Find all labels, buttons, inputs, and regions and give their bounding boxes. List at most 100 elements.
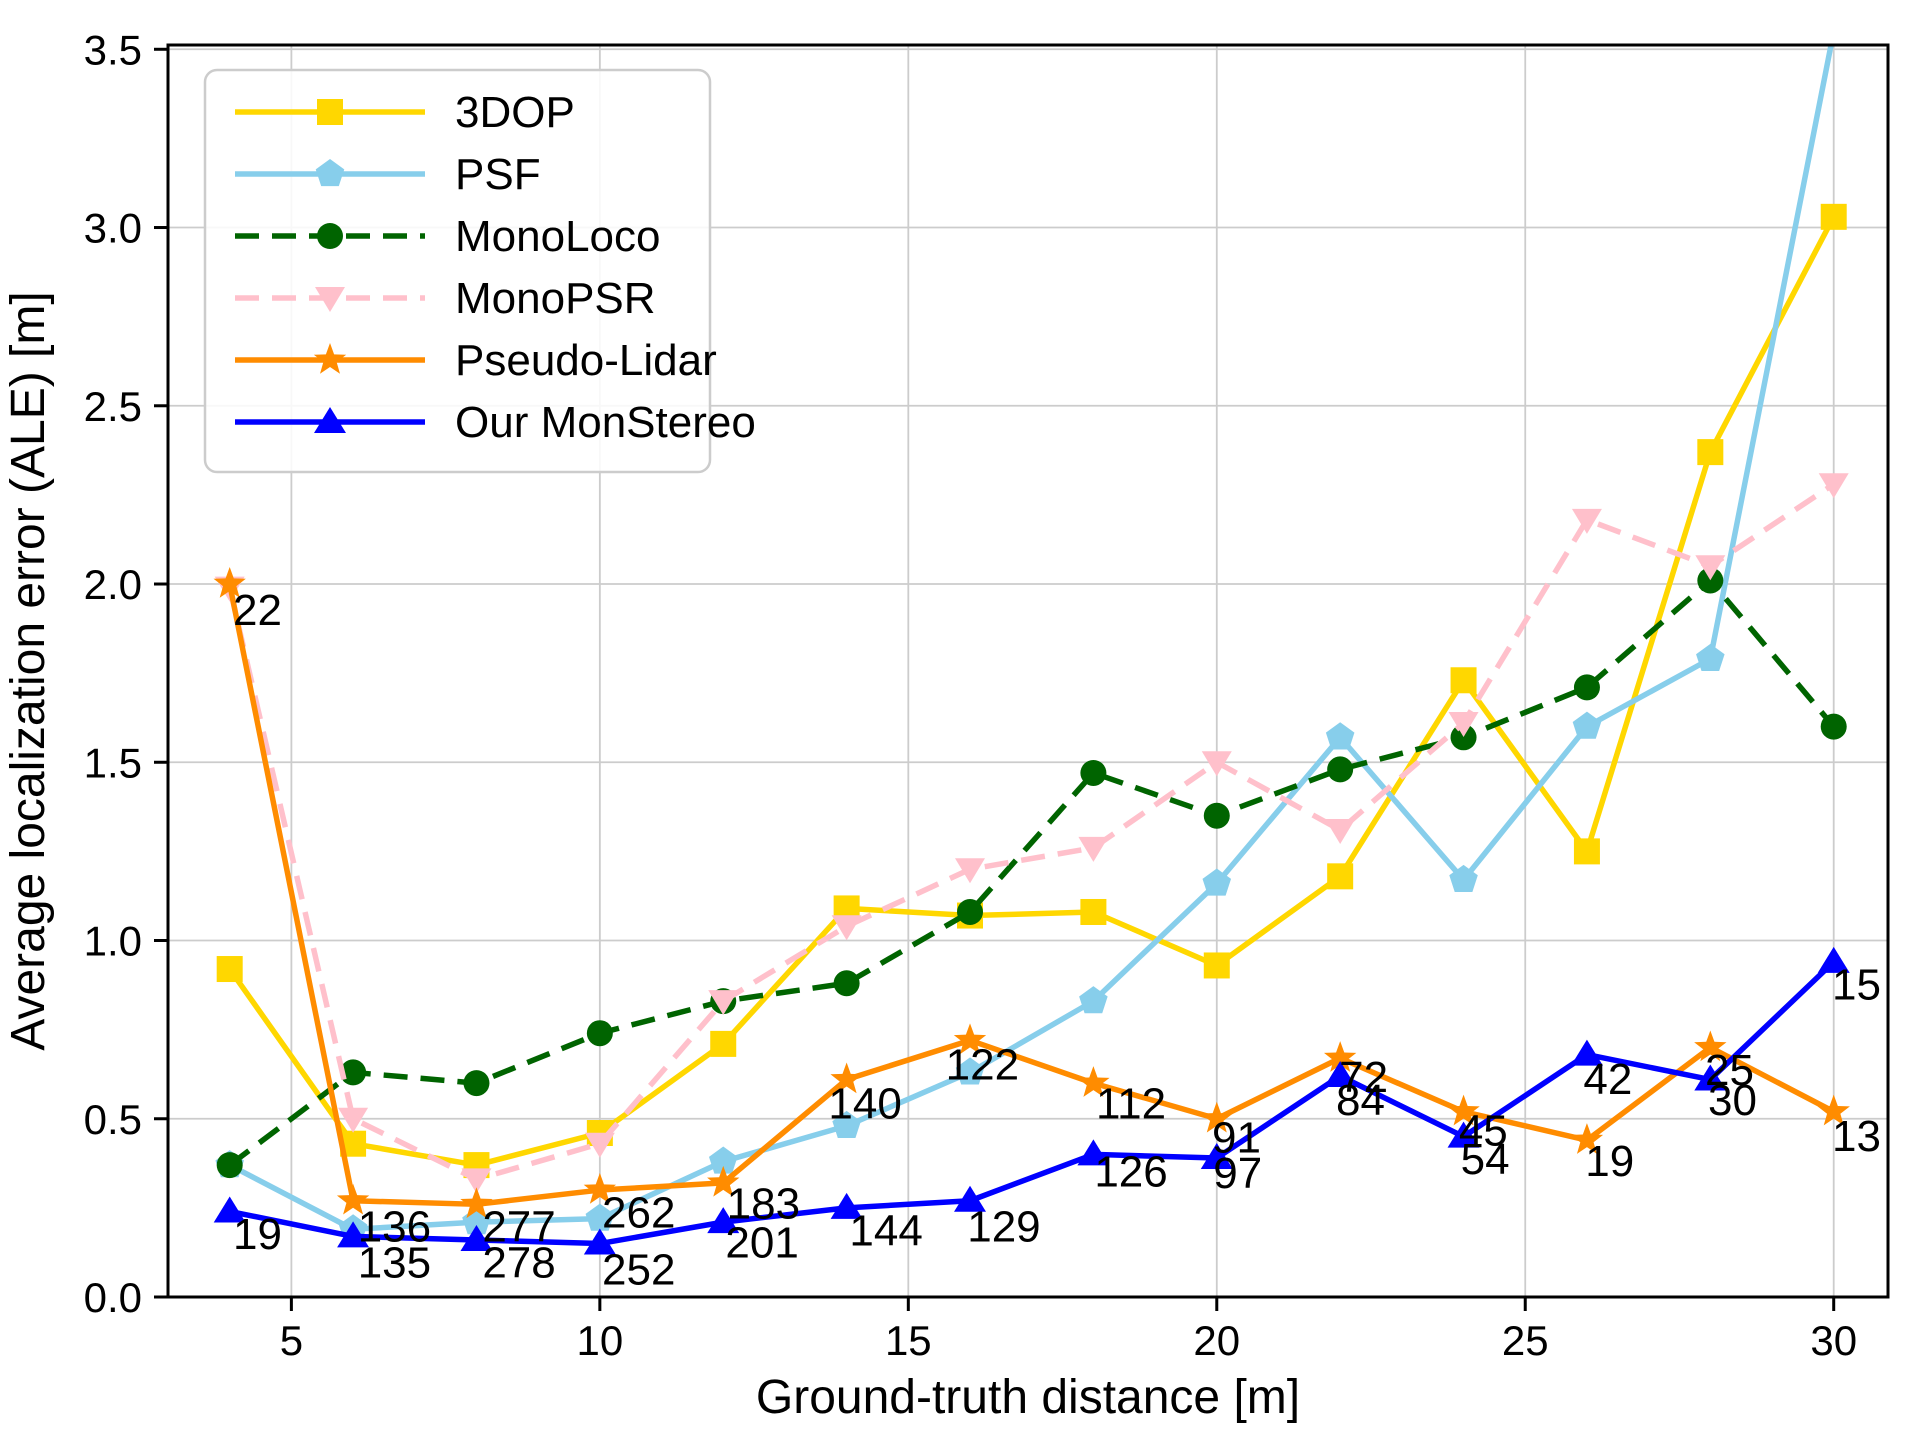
count-annotation: 72 xyxy=(1339,1053,1388,1102)
series-lines xyxy=(213,45,1850,1255)
star-marker xyxy=(1077,1066,1110,1097)
circle-marker xyxy=(1203,802,1230,829)
series-our-monstereo xyxy=(213,946,1850,1255)
triangle-up-marker xyxy=(1570,1039,1603,1066)
y-axis-title: Average localization error (ALE) [m] xyxy=(2,291,55,1050)
series-line xyxy=(227,481,1836,1183)
count-annotation: 13 xyxy=(1832,1112,1881,1161)
pentagon-marker xyxy=(1325,722,1355,750)
legend-item-psf: PSF xyxy=(235,150,541,199)
x-tick-label: 5 xyxy=(280,1317,303,1364)
y-tick-label: 2.0 xyxy=(84,561,142,608)
legend-label: Our MonStereo xyxy=(455,398,756,447)
count-annotation: 84 xyxy=(1336,1076,1385,1125)
triangle-up-marker xyxy=(1447,1121,1480,1148)
pentagon-marker xyxy=(955,1057,985,1085)
triangle-up-marker xyxy=(830,1192,863,1219)
x-tick-label: 30 xyxy=(1810,1317,1857,1364)
legend-label: MonoPSR xyxy=(455,274,656,323)
square-marker xyxy=(216,956,243,983)
series-line xyxy=(226,583,1835,1208)
count-annotation: 30 xyxy=(1708,1076,1757,1125)
triangle-up-marker xyxy=(1817,946,1850,973)
star-marker xyxy=(1694,1030,1727,1062)
triangle-down-marker xyxy=(461,1168,492,1194)
circle-marker xyxy=(1820,713,1847,740)
legend-item-monoloco: MonoLoco xyxy=(235,212,660,261)
x-axis-title: Ground-truth distance [m] xyxy=(756,1371,1300,1424)
pentagon-marker xyxy=(1202,868,1232,896)
legend-label: Pseudo-Lidar xyxy=(455,336,717,385)
pentagon-marker xyxy=(1696,643,1725,672)
triangle-down-marker xyxy=(1818,473,1849,499)
triangle-down-marker xyxy=(1695,555,1726,581)
series-line xyxy=(228,45,1834,1233)
y-tick-label: 3.5 xyxy=(84,26,142,73)
triangle-up-marker xyxy=(1324,1060,1357,1087)
count-annotation: 277 xyxy=(482,1203,555,1252)
count-annotation: 25 xyxy=(1705,1046,1754,1095)
legend: 3DOP PSF MonoLoco MonoPSR Pseudo-Lidar Our Mo… xyxy=(203,68,756,474)
triangle-up-marker xyxy=(707,1207,740,1234)
circle-marker xyxy=(340,1059,367,1086)
pentagon-marker xyxy=(832,1110,861,1139)
count-annotation: 122 xyxy=(946,1040,1019,1089)
count-annotation: 42 xyxy=(1583,1055,1632,1104)
pentagon-marker xyxy=(708,1146,738,1174)
triangle-down-marker xyxy=(1078,836,1109,862)
x-tick-label: 15 xyxy=(885,1317,932,1364)
star-marker xyxy=(313,343,347,374)
circle-marker xyxy=(1327,756,1354,783)
count-annotation: 129 xyxy=(967,1203,1040,1252)
star-marker xyxy=(1570,1123,1604,1154)
y-tick-label: 2.5 xyxy=(84,383,142,430)
pentagon-marker xyxy=(1079,986,1108,1014)
square-marker xyxy=(1820,203,1847,230)
series-line xyxy=(229,959,1836,1247)
legend-item-3dop: 3DOP xyxy=(235,88,575,137)
triangle-down-marker xyxy=(584,1132,615,1158)
series-line xyxy=(227,215,1837,1168)
square-marker xyxy=(1327,863,1354,890)
count-annotation: 144 xyxy=(849,1206,922,1255)
triangle-up-marker xyxy=(583,1228,616,1255)
triangle-down-marker xyxy=(338,1107,369,1133)
count-annotation: 140 xyxy=(828,1080,901,1129)
y-tick-label: 1.5 xyxy=(84,739,142,786)
triangle-up-marker xyxy=(954,1185,987,1212)
star-marker xyxy=(583,1173,617,1204)
count-annotation: 136 xyxy=(358,1203,431,1252)
triangle-down-marker xyxy=(315,287,345,312)
circle-marker xyxy=(216,1152,243,1179)
pentagon-marker xyxy=(1572,711,1602,739)
pentagon-marker xyxy=(1449,864,1478,893)
triangle-up-marker xyxy=(213,1196,246,1223)
count-annotation: 97 xyxy=(1213,1149,1262,1198)
square-marker xyxy=(1450,667,1477,694)
star-marker xyxy=(460,1187,493,1219)
triangle-up-marker xyxy=(460,1224,493,1251)
count-annotation: 278 xyxy=(482,1238,555,1287)
circle-marker xyxy=(1573,674,1600,701)
count-annotation: 201 xyxy=(725,1219,798,1268)
star-marker xyxy=(830,1062,863,1094)
y-tick-label: 3.0 xyxy=(84,205,142,252)
square-marker xyxy=(710,1030,737,1057)
triangle-down-marker xyxy=(831,915,862,941)
triangle-up-marker xyxy=(1200,1142,1233,1169)
triangle-down-marker xyxy=(1448,712,1479,738)
star-marker xyxy=(1447,1094,1480,1126)
legend-label: PSF xyxy=(455,150,541,199)
count-annotation: 45 xyxy=(1459,1106,1508,1155)
triangle-up-marker xyxy=(1694,1064,1727,1091)
triangle-down-marker xyxy=(708,990,739,1016)
triangle-up-marker xyxy=(337,1221,370,1248)
circle-marker xyxy=(1450,724,1477,751)
triangle-down-marker xyxy=(1571,508,1602,534)
circle-marker xyxy=(957,898,984,925)
x-tick-label: 25 xyxy=(1502,1317,1549,1364)
circle-marker xyxy=(1080,759,1107,786)
count-annotation: 22 xyxy=(233,586,282,635)
star-marker xyxy=(953,1023,987,1055)
